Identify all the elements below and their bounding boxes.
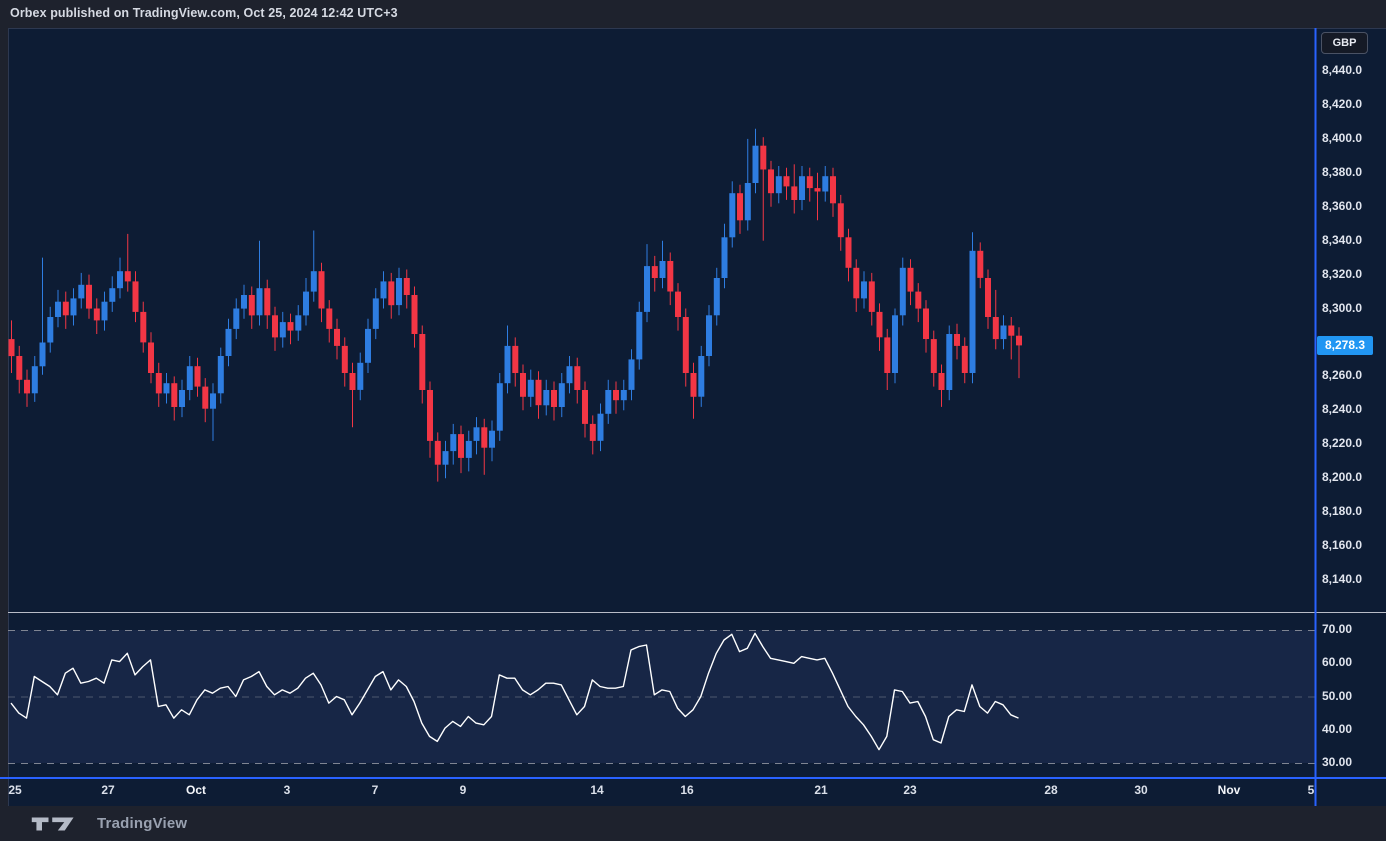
price-tick-label: 8,440.0	[1322, 63, 1363, 77]
tradingview-logo-icon[interactable]	[29, 814, 81, 834]
rsi-tick-label: 70.00	[1322, 622, 1353, 636]
footer: TradingView	[0, 806, 1386, 841]
price-tick-label: 8,180.0	[1322, 504, 1363, 519]
price-tick-label: 8,320.0	[1322, 266, 1363, 281]
price-tick-label: 8,160.0	[1322, 538, 1363, 553]
tradingview-brand-text[interactable]: TradingView	[97, 815, 188, 832]
time-tick-label: 14	[590, 783, 604, 797]
price-tick-label: 8,300.0	[1322, 300, 1363, 315]
time-tick-label: 25	[8, 783, 22, 797]
price-tick-label: 8,260.0	[1322, 368, 1363, 383]
price-tick-label: 8,140.0	[1322, 572, 1363, 586]
attribution-text: Orbex published on TradingView.com, Oct …	[10, 6, 398, 20]
rsi-tick-label: 30.00	[1322, 755, 1353, 769]
price-tick-label: 8,220.0	[1322, 436, 1363, 451]
candlesticks	[8, 128, 1022, 482]
time-tick-label: 21	[814, 783, 828, 797]
price-tick-label: 8,400.0	[1322, 130, 1363, 145]
currency-button[interactable]: GBP	[1321, 32, 1368, 54]
time-tick-label: 3	[283, 783, 291, 797]
rsi-tick-label: 60.00	[1322, 655, 1353, 670]
time-tick-label: 30	[1134, 783, 1148, 797]
time-tick-label: 23	[903, 783, 917, 797]
rsi-tick-label: 40.00	[1322, 721, 1353, 736]
price-tick-label: 8,380.0	[1322, 164, 1363, 179]
price-tick-label: 8,200.0	[1322, 470, 1363, 485]
last-price-badge: 8,278.3	[1317, 335, 1373, 355]
rsi-line	[10, 632, 1019, 751]
price-tick-label: 8,340.0	[1322, 232, 1363, 247]
time-tick-label: 5	[1307, 783, 1315, 797]
price-tick-label: 8,420.0	[1322, 96, 1363, 111]
price-tick-label: 8,360.0	[1322, 198, 1363, 213]
time-tick-label: 16	[680, 783, 694, 797]
time-tick-label: Oct	[185, 783, 206, 797]
time-tick-label: 28	[1044, 783, 1058, 797]
time-tick-label: 27	[101, 783, 115, 797]
rsi-tick-label: 50.00	[1322, 688, 1353, 703]
price-tick-label: 8,240.0	[1322, 402, 1363, 417]
chart-area[interactable]	[8, 28, 1386, 806]
time-tick-label: 9	[459, 783, 467, 797]
time-tick-label: 7	[371, 783, 379, 797]
time-tick-label: Nov	[1217, 783, 1241, 797]
